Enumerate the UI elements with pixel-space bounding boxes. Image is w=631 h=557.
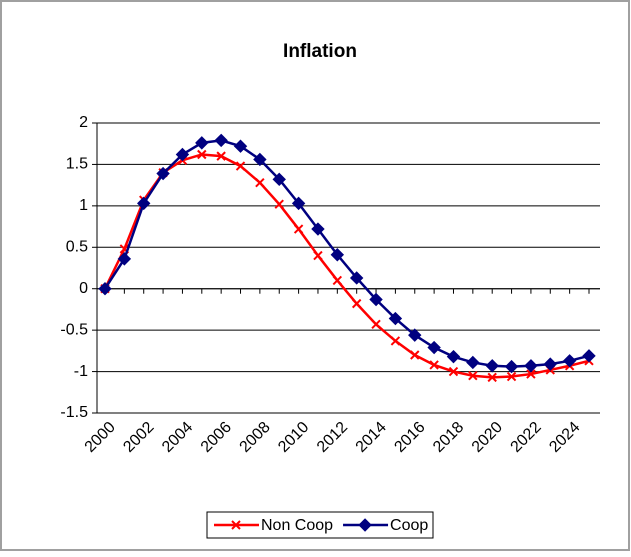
data-point [369, 292, 383, 307]
data-point [311, 222, 325, 236]
data-point [293, 224, 304, 234]
data-point [255, 177, 265, 188]
data-point [504, 359, 519, 374]
data-point [468, 371, 478, 381]
series [98, 133, 596, 374]
data-point [214, 133, 228, 148]
data-point [313, 250, 323, 261]
legend-label: Coop [390, 517, 428, 534]
y-tick-label: -0.5 [60, 321, 88, 338]
data-point [582, 349, 596, 363]
data-point [332, 275, 343, 286]
y-tick-label: 0 [79, 280, 88, 297]
data-point [526, 369, 536, 379]
data-point [487, 372, 497, 383]
data-point [371, 319, 381, 330]
y-tick-label: -1.5 [60, 404, 88, 421]
data-point [195, 136, 209, 150]
data-point [235, 161, 246, 171]
data-point [543, 357, 557, 371]
data-point [429, 360, 439, 370]
y-tick-label: -1 [74, 363, 88, 380]
data-point [272, 172, 286, 187]
data-point [388, 311, 403, 326]
data-point [156, 166, 170, 181]
y-tick-label: 2 [79, 114, 88, 131]
data-point [448, 366, 459, 377]
data-point [562, 354, 577, 368]
data-point [506, 371, 517, 382]
data-point [349, 271, 364, 285]
data-point [216, 151, 226, 161]
legend-marker [358, 518, 372, 532]
data-point [291, 196, 306, 211]
y-tick-label: 1.5 [66, 156, 88, 173]
data-point [233, 139, 248, 153]
series-line [103, 153, 590, 379]
data-point [274, 199, 284, 209]
data-point [253, 152, 267, 167]
data-point [446, 349, 461, 364]
legend-marker [231, 520, 241, 530]
data-point [524, 359, 538, 373]
legend-label: Non Coop [261, 517, 333, 534]
data-point [466, 355, 480, 370]
chart-title: Inflation [283, 41, 357, 62]
data-point [427, 340, 441, 355]
data-point [330, 248, 345, 262]
data-point [117, 252, 132, 266]
data-point [390, 336, 401, 346]
data-point [351, 298, 362, 309]
data-point [137, 196, 151, 211]
data-point [410, 350, 420, 360]
data-point [175, 147, 190, 162]
data-point [98, 282, 112, 296]
y-tick-label: 0.5 [66, 239, 88, 256]
y-tick-label: 1 [79, 197, 88, 214]
data-point [485, 359, 499, 373]
data-point [197, 149, 207, 160]
data-point [408, 328, 422, 342]
